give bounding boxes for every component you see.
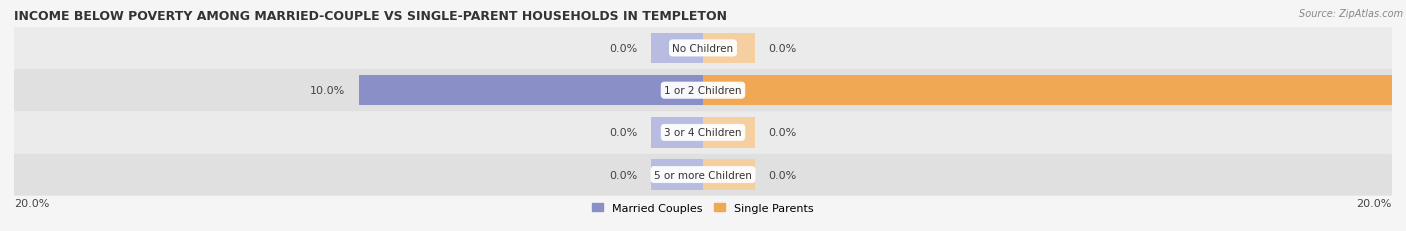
FancyBboxPatch shape — [14, 28, 1392, 70]
Text: 0.0%: 0.0% — [609, 170, 637, 180]
FancyBboxPatch shape — [14, 70, 1392, 112]
Bar — [651, 33, 703, 64]
FancyBboxPatch shape — [14, 154, 1392, 196]
FancyBboxPatch shape — [14, 112, 1392, 154]
Text: 20.0%: 20.0% — [14, 198, 49, 208]
Text: 0.0%: 0.0% — [609, 128, 637, 138]
Text: 0.0%: 0.0% — [609, 44, 637, 54]
Text: 5 or more Children: 5 or more Children — [654, 170, 752, 180]
Text: 0.0%: 0.0% — [769, 128, 797, 138]
Bar — [703, 160, 755, 190]
Legend: Married Couples, Single Parents: Married Couples, Single Parents — [588, 198, 818, 217]
Bar — [651, 118, 703, 148]
Bar — [703, 118, 755, 148]
Text: 10.0%: 10.0% — [309, 86, 344, 96]
Text: 1 or 2 Children: 1 or 2 Children — [664, 86, 742, 96]
Text: 0.0%: 0.0% — [769, 170, 797, 180]
Text: 0.0%: 0.0% — [769, 44, 797, 54]
Bar — [703, 33, 755, 64]
Bar — [703, 76, 1392, 106]
Text: Source: ZipAtlas.com: Source: ZipAtlas.com — [1299, 9, 1403, 19]
Text: 3 or 4 Children: 3 or 4 Children — [664, 128, 742, 138]
Text: 20.0%: 20.0% — [1357, 198, 1392, 208]
Text: No Children: No Children — [672, 44, 734, 54]
Text: INCOME BELOW POVERTY AMONG MARRIED-COUPLE VS SINGLE-PARENT HOUSEHOLDS IN TEMPLET: INCOME BELOW POVERTY AMONG MARRIED-COUPL… — [14, 9, 727, 22]
Bar — [651, 160, 703, 190]
Bar — [359, 76, 703, 106]
